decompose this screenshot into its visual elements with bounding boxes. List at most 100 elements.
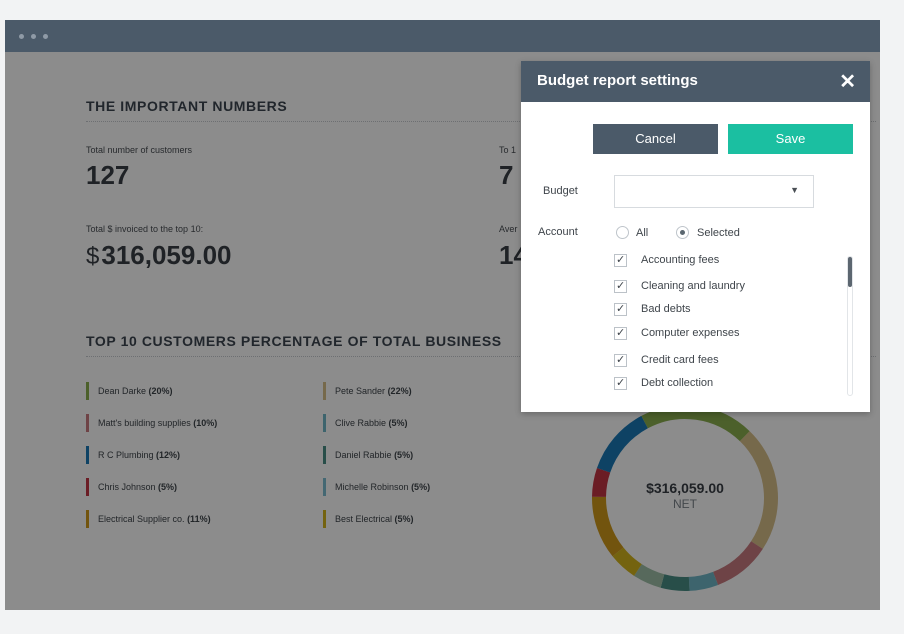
account-label-text: Credit card fees xyxy=(641,354,719,366)
stat-value-top10: 7 xyxy=(499,160,514,190)
account-label-text: Debt collection xyxy=(641,377,714,389)
dashboard: THE IMPORTANT NUMBERS Total number of cu… xyxy=(5,52,880,610)
checkbox-checked-icon[interactable] xyxy=(614,353,627,367)
budget-settings-dialog: Budget report settings ✕ Cancel Save Bud… xyxy=(521,61,870,412)
checkbox-checked-icon[interactable] xyxy=(614,376,627,390)
stat-label-invoiced: Total $ invoiced to the top 10: xyxy=(86,224,204,234)
donut-center: $316,059.00 NET xyxy=(585,480,785,511)
account-label-text: Bad debts xyxy=(641,303,691,315)
legend-color-swatch xyxy=(323,510,326,528)
legend-name: R C Plumbing xyxy=(98,450,154,460)
stat-value-invoiced: $316,059.00 xyxy=(86,240,232,271)
legend-name: Pete Sander xyxy=(335,386,386,396)
donut-segment xyxy=(634,563,665,588)
legend-percentage: (5%) xyxy=(411,482,431,492)
legend-percentage: (5%) xyxy=(158,482,178,492)
legend-name: Clive Rabbie xyxy=(335,418,387,428)
donut-segment xyxy=(660,574,690,591)
save-button[interactable]: Save xyxy=(728,124,853,154)
legend-item: Michelle Robinson (5%) xyxy=(323,478,430,496)
legend-percentage: (20%) xyxy=(148,386,173,396)
window-dot-icon xyxy=(43,34,48,39)
donut-segment xyxy=(592,468,611,498)
account-scrollbar[interactable] xyxy=(847,256,853,396)
legend-name: Chris Johnson xyxy=(98,482,156,492)
legend-color-swatch xyxy=(86,478,89,496)
legend-item: Pete Sander (22%) xyxy=(323,382,412,400)
radio-all[interactable] xyxy=(616,226,629,239)
account-label: Account xyxy=(538,226,578,238)
legend-percentage: (5%) xyxy=(394,514,414,524)
stat-label-customers: Total number of customers xyxy=(86,145,193,155)
legend-color-swatch xyxy=(86,382,89,400)
legend-item: Matt's building supplies (10%) xyxy=(86,414,217,432)
legend-name: Matt's building supplies xyxy=(98,418,191,428)
donut-chart: $316,059.00 NET xyxy=(585,398,785,598)
currency-symbol: $ xyxy=(86,243,100,270)
legend-item: Electrical Supplier co. (11%) xyxy=(86,510,211,528)
donut-segment xyxy=(596,415,649,473)
donut-svg xyxy=(592,405,778,591)
close-icon[interactable]: ✕ xyxy=(839,71,856,93)
account-checklist: Accounting fees Cleaning and laundry Bad d… xyxy=(614,253,854,399)
legend-item: Daniel Rabbie (5%) xyxy=(323,446,413,464)
dialog-header: Budget report settings ✕ xyxy=(521,61,870,102)
divider xyxy=(86,356,876,357)
legend-percentage: (22%) xyxy=(387,386,412,396)
invoiced-amount: 316,059.00 xyxy=(101,240,232,270)
donut-segment xyxy=(688,571,719,591)
donut-segment xyxy=(592,496,624,557)
section-title-numbers: THE IMPORTANT NUMBERS xyxy=(86,98,288,114)
budget-label: Budget xyxy=(543,185,578,197)
stat-label-average: Aver xyxy=(499,224,518,234)
dialog-title: Budget report settings xyxy=(537,72,698,89)
window-dot-icon xyxy=(31,34,36,39)
legend-name: Electrical Supplier co. xyxy=(98,514,185,524)
checkbox-checked-icon[interactable] xyxy=(614,253,627,267)
donut-segment xyxy=(739,431,778,549)
legend-color-swatch xyxy=(323,382,326,400)
donut-segment xyxy=(612,547,642,576)
legend-item: Dean Darke (20%) xyxy=(86,382,173,400)
donut-segment xyxy=(712,541,763,585)
legend-color-swatch xyxy=(323,446,326,464)
section-title-top10: TOP 10 CUSTOMERS PERCENTAGE OF TOTAL BUS… xyxy=(86,333,502,349)
legend-color-swatch xyxy=(323,478,326,496)
account-label-text: Computer expenses xyxy=(641,327,740,339)
radio-all-label[interactable]: All xyxy=(636,227,649,239)
legend-percentage: (5%) xyxy=(394,450,414,460)
legend-percentage: (11%) xyxy=(187,514,211,524)
legend-color-swatch xyxy=(86,510,89,528)
donut-label: NET xyxy=(673,497,697,511)
legend-color-swatch xyxy=(86,446,89,464)
checkbox-checked-icon[interactable] xyxy=(614,302,627,316)
chevron-down-icon: ▼ xyxy=(790,185,799,195)
legend-item: Best Electrical (5%) xyxy=(323,510,414,528)
radio-selected[interactable] xyxy=(676,226,689,239)
checkbox-checked-icon[interactable] xyxy=(614,326,627,340)
window-dot-icon xyxy=(19,34,24,39)
budget-select[interactable]: ▼ xyxy=(614,175,814,208)
legend-percentage: (10%) xyxy=(193,418,218,428)
window-titlebar xyxy=(5,20,880,52)
legend-name: Best Electrical xyxy=(335,514,393,524)
divider xyxy=(86,121,876,122)
legend-color-swatch xyxy=(323,414,326,432)
legend-name: Michelle Robinson xyxy=(335,482,409,492)
account-label-text: Cleaning and laundry xyxy=(641,280,745,292)
legend-percentage: (5%) xyxy=(388,418,408,428)
account-label-text: Accounting fees xyxy=(641,254,720,266)
stat-value-customers: 127 xyxy=(86,160,130,190)
donut-amount: $316,059.00 xyxy=(646,480,724,496)
legend-item: Chris Johnson (5%) xyxy=(86,478,177,496)
legend-percentage: (12%) xyxy=(156,450,181,460)
checkbox-checked-icon[interactable] xyxy=(614,279,627,293)
cancel-button[interactable]: Cancel xyxy=(593,124,718,154)
legend-name: Daniel Rabbie xyxy=(335,450,392,460)
donut-segment xyxy=(641,405,750,442)
stat-label-top10: To 1 xyxy=(499,145,517,155)
legend-name: Dean Darke xyxy=(98,386,147,396)
scrollbar-thumb[interactable] xyxy=(848,257,852,287)
radio-selected-label[interactable]: Selected xyxy=(697,227,740,239)
legend-item: R C Plumbing (12%) xyxy=(86,446,180,464)
